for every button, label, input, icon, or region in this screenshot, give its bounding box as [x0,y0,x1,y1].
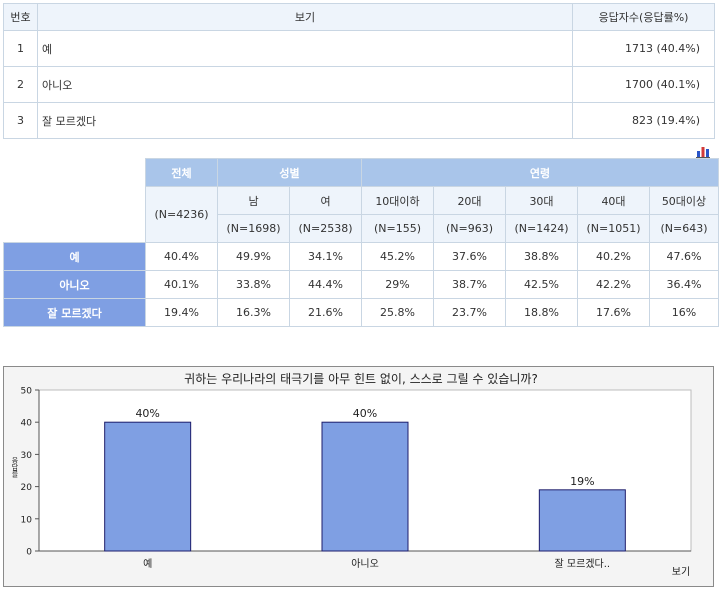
bar-chart-icon[interactable] [696,144,710,158]
x-category-label: 아니오 [351,558,379,570]
row-number: 3 [3,102,38,139]
column-label: 10대이하 [361,186,434,215]
cell-value: 16.3% [217,298,290,327]
x-category-label: 잘 모르겠다.. [555,558,611,570]
cell-value: 34.1% [289,242,362,271]
bar-data-label: 19% [570,475,594,488]
cell-value: 47.6% [649,242,719,271]
cell-value: 19.4% [145,298,218,327]
cell-value: 38.7% [433,270,506,299]
x-axis-label: 보기 [672,566,690,578]
total-header: 전체 [145,158,218,187]
crosstab-corner [3,158,146,243]
gender-header: 성별 [217,158,362,187]
column-label: 여 [289,186,362,215]
cell-value: 42.5% [505,270,578,299]
cell-value: 36.4% [649,270,719,299]
column-n: (N=1698) [217,214,290,243]
header-option: 보기 [37,3,573,31]
crosstab-table: 전체 성별 연령 (N=4236) 남 여 10대이하 20대 30대 40대 … [3,158,719,327]
cell-value: 33.8% [217,270,290,299]
cell-value: 23.7% [433,298,506,327]
row-label: 아니오 [3,270,146,299]
cell-value: 40.1% [145,270,218,299]
bar [538,489,626,552]
row-label: 잘 모르겠다 [3,298,146,327]
row-option: 잘 모르겠다 [37,102,573,139]
column-n: (N=963) [433,214,506,243]
table-row: 3 잘 모르겠다 823 (19.4%) [3,102,715,139]
response-table-header: 번호 보기 응답자수(응답률%) [3,3,715,31]
row-count: 1713 (40.4%) [572,30,715,67]
header-number: 번호 [3,3,38,31]
column-label: 20대 [433,186,506,215]
row-option: 아니오 [37,66,573,103]
response-table: 번호 보기 응답자수(응답률%) 1 예 1713 (40.4%) 2 아니오 … [3,3,715,139]
cell-value: 42.2% [577,270,650,299]
cell-value: 25.8% [361,298,434,327]
column-label: 남 [217,186,290,215]
column-label: 50대이상 [649,186,719,215]
table-row: 2 아니오 1700 (40.1%) [3,66,715,103]
column-n: (N=2538) [289,214,362,243]
cell-value: 17.6% [577,298,650,327]
total-n: (N=4236) [145,186,218,243]
cell-value: 21.6% [289,298,362,327]
cell-value: 40.4% [145,242,218,271]
cell-value: 38.8% [505,242,578,271]
y-axis-label: 응답률 [11,457,19,478]
table-row: 잘 모르겠다 19.4% 16.3% 21.6% 25.8% 23.7% 18.… [3,298,719,327]
bar [321,421,409,552]
row-count: 823 (19.4%) [572,102,715,139]
bar [104,421,192,552]
y-tick-label: 10 [21,515,33,525]
column-n: (N=643) [649,214,719,243]
bar-chart: 귀하는 우리나라의 태극기를 아무 힌트 없이, 스스로 그릴 수 있습니까? … [3,366,714,587]
row-label: 예 [3,242,146,271]
cell-value: 45.2% [361,242,434,271]
cell-value: 16% [649,298,719,327]
column-n: (N=1424) [505,214,578,243]
header-count: 응답자수(응답률%) [572,3,715,31]
cell-value: 18.8% [505,298,578,327]
bar-data-label: 40% [353,407,377,420]
table-row: 예 40.4% 49.9% 34.1% 45.2% 37.6% 38.8% 40… [3,242,719,271]
column-n: (N=1051) [577,214,650,243]
bar-chart-canvas: 귀하는 우리나라의 태극기를 아무 힌트 없이, 스스로 그릴 수 있습니까? … [11,372,692,578]
row-count: 1700 (40.1%) [572,66,715,103]
x-category-label: 예 [143,558,152,570]
row-number: 1 [3,30,38,67]
row-number: 2 [3,66,38,103]
y-tick-label: 50 [21,387,33,397]
y-tick-label: 0 [26,548,32,558]
cell-value: 40.2% [577,242,650,271]
plot-area: 0 10 20 30 40 50 응답률 40% 예 40% 아니오 19% 잘 모르겠다.. [11,387,692,570]
y-tick-label: 30 [21,451,33,461]
chart-title: 귀하는 우리나라의 태극기를 아무 힌트 없이, 스스로 그릴 수 있습니까? [184,372,538,386]
y-tick-label: 40 [21,419,33,429]
row-option: 예 [37,30,573,67]
cell-value: 49.9% [217,242,290,271]
column-n: (N=155) [361,214,434,243]
cell-value: 29% [361,270,434,299]
column-label: 30대 [505,186,578,215]
column-label: 40대 [577,186,650,215]
cell-value: 44.4% [289,270,362,299]
table-row: 1 예 1713 (40.4%) [3,30,715,67]
cell-value: 37.6% [433,242,506,271]
y-tick-label: 20 [21,483,33,493]
bar-data-label: 40% [135,407,159,420]
age-header: 연령 [361,158,719,187]
table-row: 아니오 40.1% 33.8% 44.4% 29% 38.7% 42.5% 42… [3,270,719,299]
